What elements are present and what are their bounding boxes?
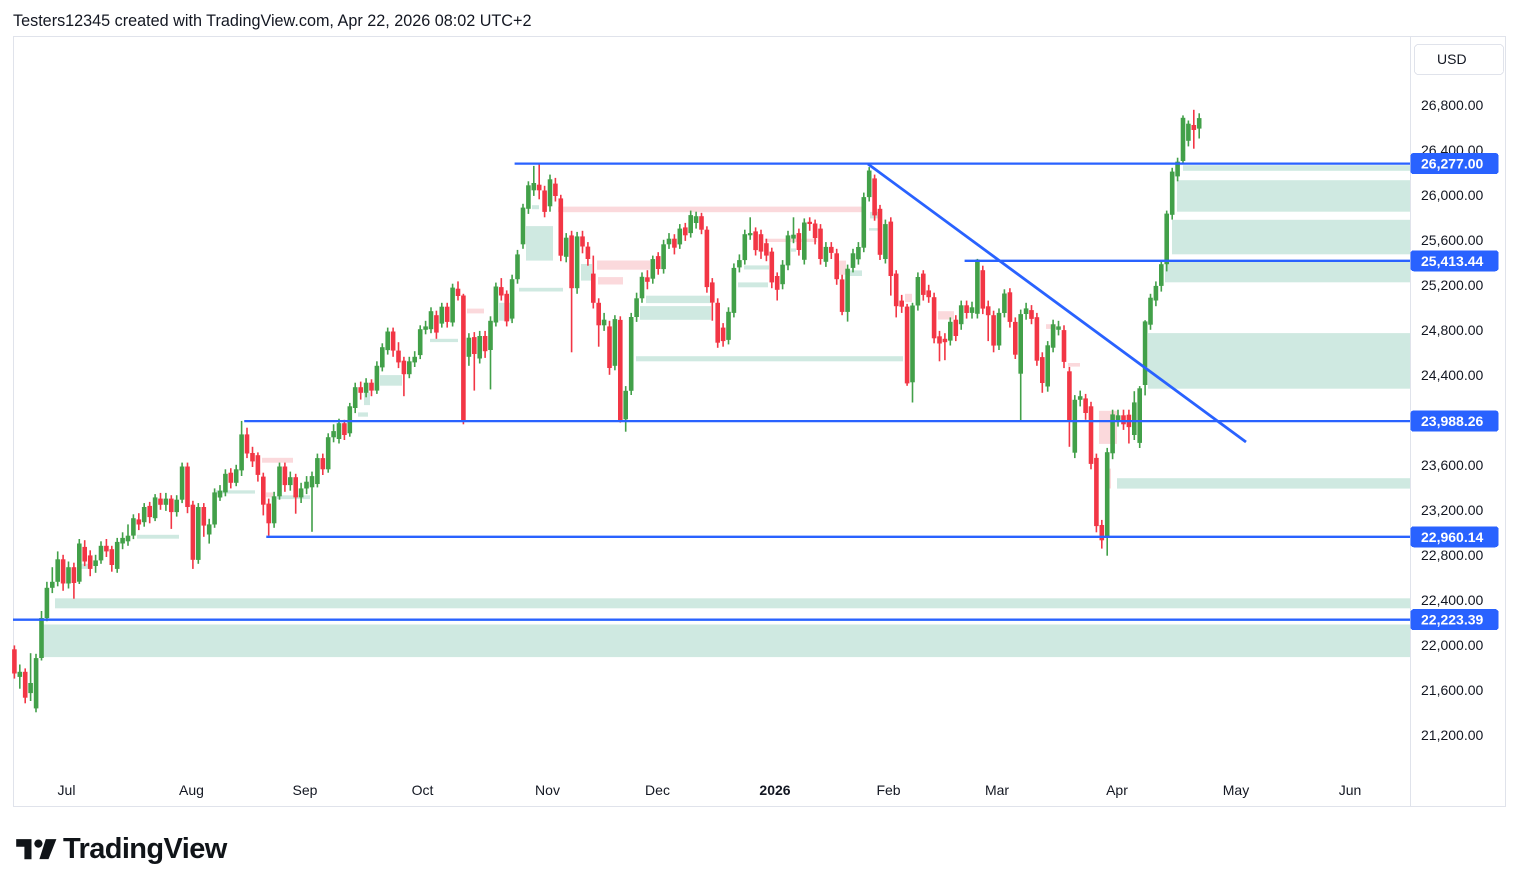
svg-text:21,200.00: 21,200.00: [1421, 727, 1483, 743]
svg-text:Aug: Aug: [179, 782, 204, 798]
svg-text:Mar: Mar: [985, 782, 1009, 798]
svg-text:22,960.14: 22,960.14: [1421, 529, 1483, 545]
svg-text:USD: USD: [1437, 51, 1467, 67]
svg-text:Oct: Oct: [412, 782, 434, 798]
svg-text:Nov: Nov: [535, 782, 560, 798]
svg-text:24,800.00: 24,800.00: [1421, 322, 1483, 338]
svg-text:Jun: Jun: [1339, 782, 1362, 798]
svg-text:2026: 2026: [759, 782, 790, 798]
svg-text:Jul: Jul: [58, 782, 76, 798]
svg-text:Testers12345 created with Trad: Testers12345 created with TradingView.co…: [13, 12, 531, 30]
svg-text:23,988.26: 23,988.26: [1421, 413, 1483, 429]
svg-text:22,800.00: 22,800.00: [1421, 547, 1483, 563]
svg-text:26,800.00: 26,800.00: [1421, 97, 1483, 113]
svg-text:26,000.00: 26,000.00: [1421, 187, 1483, 203]
svg-text:Apr: Apr: [1106, 782, 1128, 798]
svg-text:25,200.00: 25,200.00: [1421, 277, 1483, 293]
svg-text:Feb: Feb: [876, 782, 900, 798]
svg-text:23,200.00: 23,200.00: [1421, 502, 1483, 518]
svg-text:May: May: [1223, 782, 1249, 798]
svg-text:24,400.00: 24,400.00: [1421, 367, 1483, 383]
svg-text:26,277.00: 26,277.00: [1421, 156, 1483, 172]
svg-text:21,600.00: 21,600.00: [1421, 682, 1483, 698]
svg-text:25,413.44: 25,413.44: [1421, 253, 1483, 269]
svg-text:25,600.00: 25,600.00: [1421, 232, 1483, 248]
svg-text:Dec: Dec: [645, 782, 670, 798]
svg-text:22,400.00: 22,400.00: [1421, 592, 1483, 608]
svg-text:22,223.39: 22,223.39: [1421, 612, 1483, 628]
svg-text:22,000.00: 22,000.00: [1421, 637, 1483, 653]
svg-text:23,600.00: 23,600.00: [1421, 457, 1483, 473]
svg-text:Sep: Sep: [293, 782, 318, 798]
svg-text:TradingView: TradingView: [63, 833, 228, 865]
